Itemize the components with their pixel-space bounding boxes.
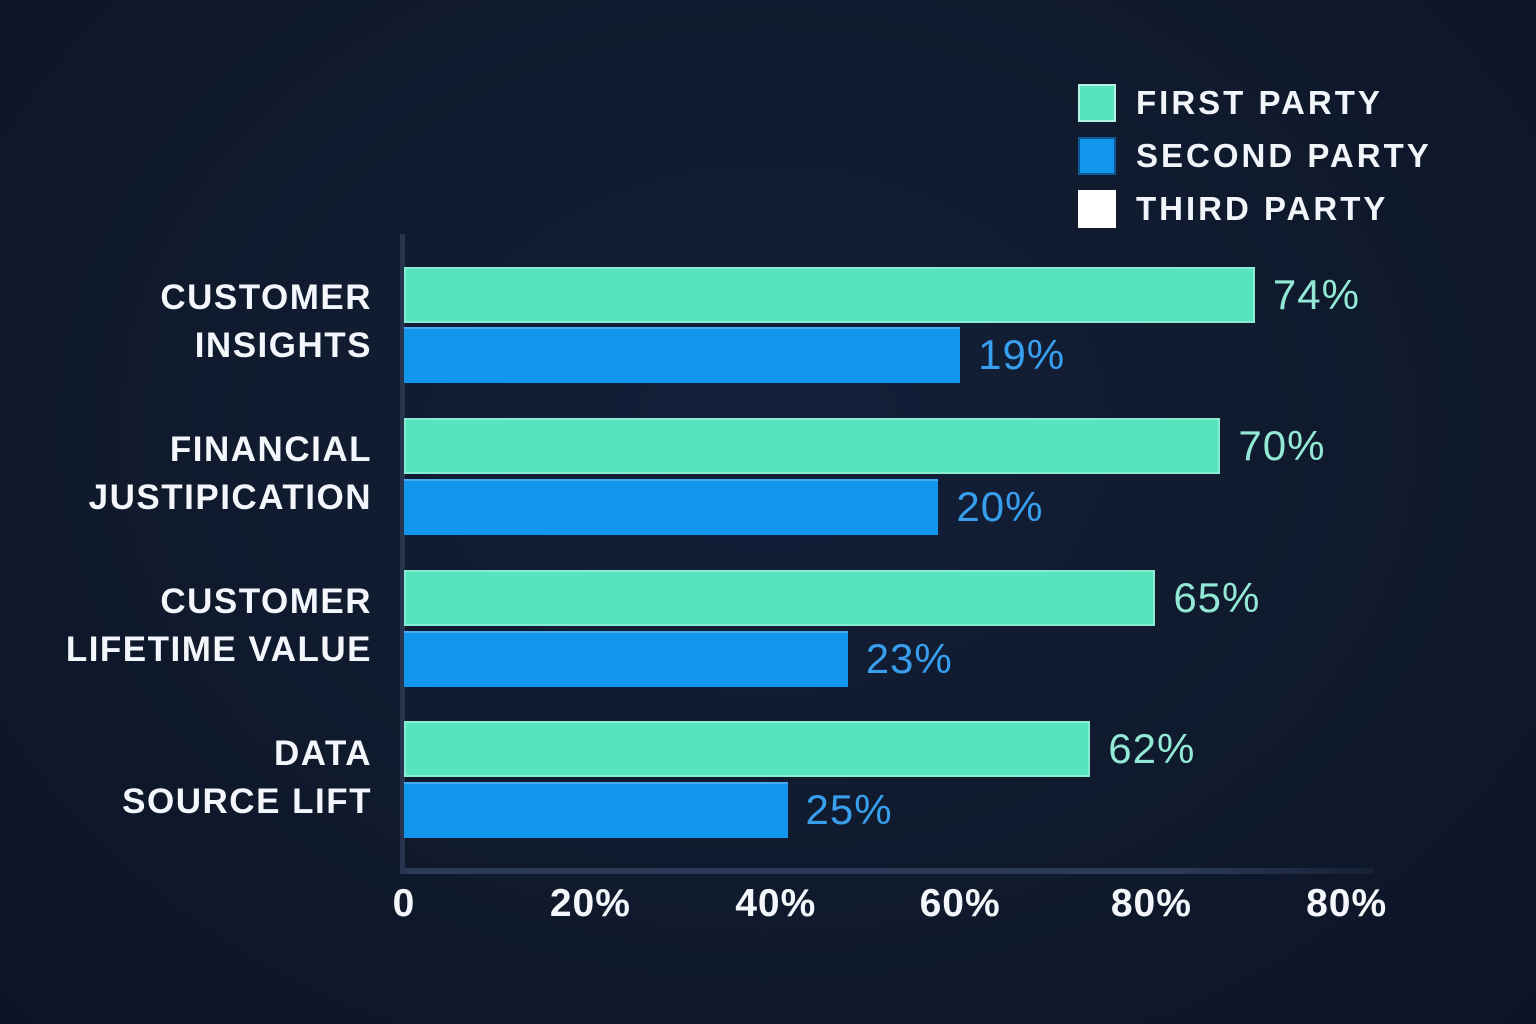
value-label: 19% [978,331,1066,378]
second-party-swatch-icon [1078,137,1116,175]
bar-data-source-lift-second-party [404,782,788,838]
legend-item-first-party: FIRST PARTY [1078,84,1432,122]
x-tick: 60% [919,882,1001,925]
x-tick: 20% [549,882,631,925]
bar-row-clv-first-party: 65% [404,570,1390,626]
bar-row-clv-second-party: 23% [404,631,1390,687]
value-label: 70% [1238,422,1326,469]
legend: FIRST PARTY SECOND PARTY THIRD PARTY [1078,84,1432,228]
bar-row-customer-insights-second-party: 19% [404,327,1390,383]
x-tick: 80% [1110,882,1192,925]
legend-label-second-party: SECOND PARTY [1136,137,1432,174]
value-label: 74% [1272,271,1360,318]
bar-customer-insights-first-party [404,267,1255,323]
category-line: DATA [273,734,372,773]
bar-row-customer-insights-first-party: 74% [404,267,1390,323]
category-label-customer-lifetime-value: CUSTOMER LIFETIME VALUE [0,578,372,674]
category-line: JUSTIPICATION [88,478,372,517]
x-tick: 0 [392,882,416,925]
legend-item-third-party: THIRD PARTY [1078,190,1432,228]
value-label: 25% [805,786,893,833]
x-axis-ticks: 0 20% 40% 60% 80% 80% [393,882,1390,932]
x-tick: 40% [735,882,817,925]
category-label-financial-justipication: FINANCIAL JUSTIPICATION [0,426,372,522]
category-line: FINANCIAL [169,430,372,469]
category-line: LIFETIME VALUE [65,630,372,669]
bar-clv-first-party [404,570,1156,626]
bar-customer-insights-second-party [404,327,961,383]
y-axis-line [400,234,405,874]
bar-financial-second-party [404,479,939,535]
value-label: 65% [1173,574,1261,621]
legend-label-first-party: FIRST PARTY [1136,84,1383,121]
category-line: CUSTOMER [160,278,372,317]
value-label: 20% [956,483,1044,530]
bar-row-financial-first-party: 70% [404,418,1390,474]
bar-row-financial-second-party: 20% [404,479,1390,535]
third-party-swatch-icon [1078,190,1116,228]
first-party-swatch-icon [1078,84,1116,122]
bar-row-data-source-lift-second-party: 25% [404,782,1390,838]
x-axis-line [404,868,1374,874]
category-label-customer-insights: CUSTOMER INSIGHTS [0,274,372,370]
value-label: 23% [865,635,953,682]
bar-row-data-source-lift-first-party: 62% [404,721,1390,777]
x-tick: 80% [1306,882,1388,925]
bar-clv-second-party [404,631,848,687]
value-label: 62% [1108,725,1196,772]
bar-data-source-lift-first-party [404,721,1091,777]
category-label-data-source-lift: DATA SOURCE LIFT [0,730,372,826]
bar-financial-first-party [404,418,1221,474]
category-line: CUSTOMER [160,582,372,621]
category-line: SOURCE LIFT [122,782,372,821]
category-line: INSIGHTS [194,326,372,365]
legend-label-third-party: THIRD PARTY [1136,190,1389,227]
legend-item-second-party: SECOND PARTY [1078,137,1432,175]
